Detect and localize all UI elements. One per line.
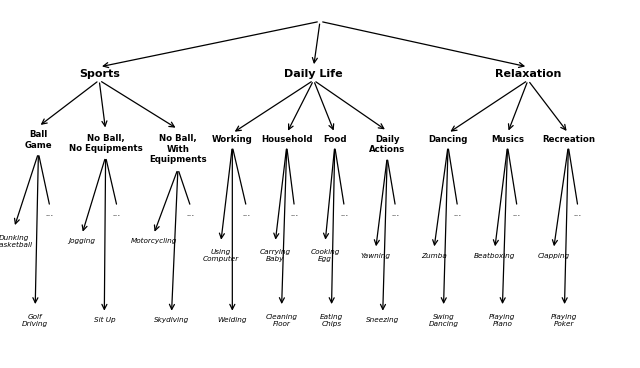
Text: Relaxation: Relaxation [495, 68, 561, 79]
Text: ...: ... [391, 209, 400, 218]
Text: Eating
Chips: Eating Chips [320, 314, 343, 327]
Text: Using
Computer: Using Computer [203, 249, 239, 262]
Text: ...: ... [453, 209, 462, 218]
Text: Household: Household [261, 135, 312, 144]
Text: Dancing: Dancing [428, 135, 468, 144]
Text: Daily
Actions: Daily Actions [369, 135, 405, 154]
Text: Daily Life: Daily Life [284, 68, 343, 79]
Text: Skydiving: Skydiving [154, 317, 189, 323]
Text: ...: ... [340, 209, 349, 218]
Text: Yawning: Yawning [361, 253, 390, 259]
Text: Jogging: Jogging [68, 238, 95, 244]
Text: ...: ... [290, 209, 299, 218]
Text: ...: ... [45, 209, 54, 218]
Text: Musics: Musics [491, 135, 524, 144]
Text: Zumba: Zumba [421, 253, 447, 259]
Text: Motorcycling: Motorcycling [131, 238, 177, 244]
Text: Welding: Welding [218, 317, 247, 323]
Text: Recreation: Recreation [542, 135, 595, 144]
Text: Sneezing: Sneezing [366, 317, 399, 323]
Text: Cleaning
Floor: Cleaning Floor [266, 314, 298, 327]
Text: Clapping: Clapping [538, 253, 570, 259]
Text: Beatboxing: Beatboxing [474, 253, 515, 259]
Text: Working: Working [212, 135, 253, 144]
Text: Golf
Driving: Golf Driving [22, 314, 48, 327]
Text: Sports: Sports [79, 68, 120, 79]
Text: ...: ... [242, 209, 251, 218]
Text: ...: ... [513, 209, 522, 218]
Text: ...: ... [573, 209, 582, 218]
Text: Swing
Dancing: Swing Dancing [429, 314, 458, 327]
Text: ...: ... [186, 209, 195, 218]
Text: Food: Food [323, 135, 346, 144]
Text: Playing
Piano: Playing Piano [489, 314, 516, 327]
Text: Carrying
Baby: Carrying Baby [260, 249, 291, 262]
Text: No Ball,
With
Equipments: No Ball, With Equipments [149, 134, 207, 164]
Text: Sit Up: Sit Up [93, 317, 115, 323]
Text: Cooking
Egg: Cooking Egg [310, 249, 340, 262]
Text: No Ball,
No Equipments: No Ball, No Equipments [68, 134, 143, 153]
Text: Playing
Poker: Playing Poker [551, 314, 578, 327]
Text: ...: ... [113, 209, 122, 218]
Text: Dunking
Basketball: Dunking Basketball [0, 234, 33, 248]
Text: Ball
Game: Ball Game [24, 130, 52, 149]
